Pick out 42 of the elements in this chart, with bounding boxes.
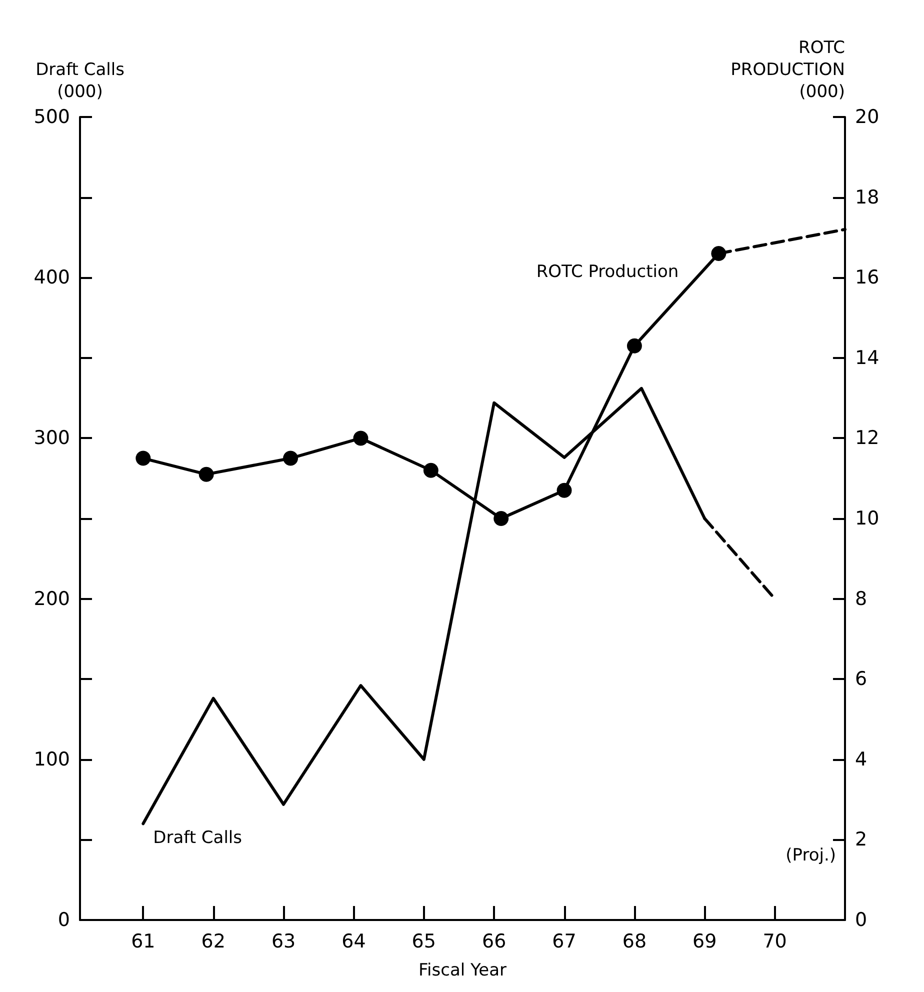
y2-tick-label: 16 <box>855 266 880 289</box>
x-axis-title: Fiscal Year <box>418 960 507 980</box>
y2-tick-label: 4 <box>855 748 868 770</box>
point <box>283 450 298 466</box>
point <box>711 246 726 262</box>
y-tick-label: 0 <box>58 909 70 931</box>
point <box>626 338 642 354</box>
y-tick-label: 200 <box>34 588 70 610</box>
x-tick-label: 70 <box>762 930 787 952</box>
y2-tick-label: 12 <box>855 427 880 450</box>
y-tick-label: 500 <box>34 106 70 128</box>
series-label: Draft Calls <box>153 828 242 848</box>
y-tick-label: 400 <box>34 266 70 289</box>
series-label: ROTC Production <box>536 262 679 282</box>
y2-tick-label: 2 <box>855 828 868 851</box>
point <box>198 466 214 482</box>
point <box>494 511 509 526</box>
y2-tick-label: 18 <box>855 186 880 208</box>
point <box>353 430 368 446</box>
y2-tick-label: 0 <box>855 909 868 931</box>
point <box>423 462 438 478</box>
x-tick-label: 64 <box>342 930 366 952</box>
y-tick-label: 100 <box>34 748 70 770</box>
y2-tick-label: 10 <box>855 508 880 530</box>
x-tick-label: 62 <box>201 930 226 952</box>
y-axis-title: Draft Calls (000) <box>36 60 125 102</box>
x-tick-label: 61 <box>131 930 156 952</box>
point <box>556 482 572 498</box>
y-tick-label: 300 <box>34 427 70 450</box>
point <box>136 450 151 466</box>
y2-tick-label: 14 <box>855 346 880 369</box>
y2-tick-label: 6 <box>855 668 868 690</box>
annotation: (Proj.) <box>786 846 836 866</box>
x-tick-label: 68 <box>622 930 647 952</box>
x-tick-label: 66 <box>482 930 506 952</box>
y2-tick-label: 20 <box>855 106 880 128</box>
y2-tick-label: 8 <box>855 588 868 610</box>
x-tick-label: 69 <box>692 930 717 952</box>
x-tick-label: 63 <box>271 930 296 952</box>
x-tick-label: 65 <box>412 930 436 952</box>
x-tick-label: 67 <box>552 930 576 952</box>
y2-axis-title: ROTC PRODUCTION (000) <box>730 38 845 102</box>
